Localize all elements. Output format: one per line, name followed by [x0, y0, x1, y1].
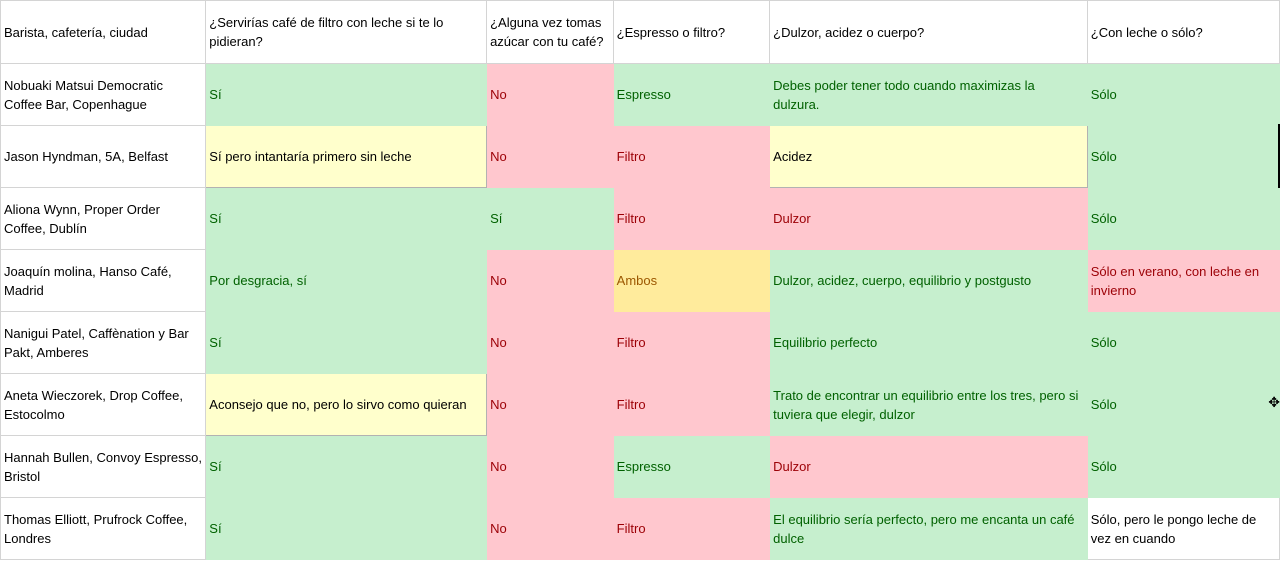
cell-leche-solo[interactable]: Sólo [1086, 373, 1280, 436]
header-cell-dulzor[interactable]: ¿Dulzor, acidez o cuerpo? [769, 0, 1088, 64]
table-row: Joaquín molina, Hanso Café, Madrid Por de… [0, 249, 1280, 312]
cell-filtro-leche[interactable]: Sí [205, 497, 488, 560]
header-row: Barista, cafetería, ciudad ¿Servirías ca… [0, 0, 1280, 64]
cell-barista[interactable]: Aneta Wieczorek, Drop Coffee, Estocolmo [0, 373, 207, 436]
cell-dulzor[interactable]: Debes poder tener todo cuando maximizas … [769, 63, 1088, 126]
header-cell-filtro-leche[interactable]: ¿Servirías café de filtro con leche si t… [205, 0, 488, 64]
table-row: Nobuaki Matsui Democratic Coffee Bar, Co… [0, 63, 1280, 126]
cell-filtro-leche[interactable]: Sí [205, 311, 488, 374]
cell-azucar[interactable]: No [486, 125, 614, 188]
header-cell-espresso-filtro[interactable]: ¿Espresso o filtro? [612, 0, 771, 64]
cell-filtro-leche[interactable]: Por desgracia, sí [205, 249, 488, 312]
cell-azucar[interactable]: No [486, 497, 614, 560]
cell-espresso-filtro[interactable]: Filtro [612, 311, 771, 374]
cell-leche-solo[interactable]: Sólo [1086, 311, 1280, 374]
cell-filtro-leche[interactable]: Sí [205, 63, 488, 126]
cell-espresso-filtro[interactable]: Filtro [612, 497, 771, 560]
header-cell-barista[interactable]: Barista, cafetería, ciudad [0, 0, 207, 64]
cell-espresso-filtro[interactable]: Espresso [612, 63, 771, 126]
cell-azucar[interactable]: No [486, 435, 614, 498]
table-row: Nanigui Patel, Caffènation y Bar Pakt, A… [0, 311, 1280, 374]
header-cell-azucar[interactable]: ¿Alguna vez tomas azúcar con tu café? [486, 0, 614, 64]
cell-dulzor[interactable]: Acidez [769, 125, 1088, 188]
cell-filtro-leche[interactable]: Sí [205, 435, 488, 498]
cell-barista[interactable]: Nanigui Patel, Caffènation y Bar Pakt, A… [0, 311, 207, 374]
table-row: Jason Hyndman, 5A, Belfast Sí pero intant… [0, 125, 1280, 188]
cell-azucar[interactable]: No [486, 373, 614, 436]
cell-barista[interactable]: Jason Hyndman, 5A, Belfast [0, 125, 207, 188]
cell-azucar[interactable]: No [486, 311, 614, 374]
cell-azucar[interactable]: No [486, 63, 614, 126]
cell-barista[interactable]: Hannah Bullen, Convoy Espresso, Bristol [0, 435, 207, 498]
cell-dulzor[interactable]: Dulzor [769, 435, 1088, 498]
cell-azucar[interactable]: Sí [486, 187, 614, 250]
cell-leche-solo[interactable]: Sólo [1086, 187, 1280, 250]
cell-barista[interactable]: Aliona Wynn, Proper Order Coffee, Dublín [0, 187, 207, 250]
header-cell-leche-solo[interactable]: ¿Con leche o sólo? [1086, 0, 1280, 64]
cell-espresso-filtro[interactable]: Filtro [612, 373, 771, 436]
cell-leche-solo[interactable]: Sólo, pero le pongo leche de vez en cuan… [1086, 497, 1280, 560]
table-row: Thomas Elliott, Prufrock Coffee, Londres… [0, 497, 1280, 560]
cell-dulzor[interactable]: Equilibrio perfecto [769, 311, 1088, 374]
cell-edge-marker [1278, 124, 1280, 188]
move-cursor-icon: ✥ [1268, 394, 1280, 410]
cell-dulzor[interactable]: Trato de encontrar un equilibrio entre l… [769, 373, 1088, 436]
table-row: Aliona Wynn, Proper Order Coffee, Dublín… [0, 187, 1280, 250]
cell-dulzor[interactable]: El equilibrio sería perfecto, pero me en… [769, 497, 1088, 560]
cell-espresso-filtro[interactable]: Ambos [612, 249, 771, 312]
cell-dulzor[interactable]: Dulzor, acidez, cuerpo, equilibrio y pos… [769, 249, 1088, 312]
cell-barista[interactable]: Thomas Elliott, Prufrock Coffee, Londres [0, 497, 207, 560]
table-row: Hannah Bullen, Convoy Espresso, Bristol S… [0, 435, 1280, 498]
cell-espresso-filtro[interactable]: Filtro [612, 125, 771, 188]
cell-leche-solo[interactable]: Sólo [1086, 435, 1280, 498]
cell-dulzor[interactable]: Dulzor [769, 187, 1088, 250]
cell-espresso-filtro[interactable]: Filtro [612, 187, 771, 250]
cell-leche-solo[interactable]: Sólo en verano, con leche en invierno [1086, 249, 1280, 312]
cell-azucar[interactable]: No [486, 249, 614, 312]
cell-barista[interactable]: Joaquín molina, Hanso Café, Madrid [0, 249, 207, 312]
table-row: Aneta Wieczorek, Drop Coffee, Estocolmo A… [0, 373, 1280, 436]
cell-barista[interactable]: Nobuaki Matsui Democratic Coffee Bar, Co… [0, 63, 207, 126]
cell-filtro-leche[interactable]: Sí pero intantaría primero sin leche [205, 125, 488, 188]
cell-espresso-filtro[interactable]: Espresso [612, 435, 771, 498]
cell-leche-solo[interactable]: Sólo [1086, 125, 1280, 188]
cell-filtro-leche[interactable]: Aconsejo que no, pero lo sirvo como quie… [205, 373, 488, 436]
cell-leche-solo[interactable]: Sólo [1086, 63, 1280, 126]
cell-filtro-leche[interactable]: Sí [205, 187, 488, 250]
